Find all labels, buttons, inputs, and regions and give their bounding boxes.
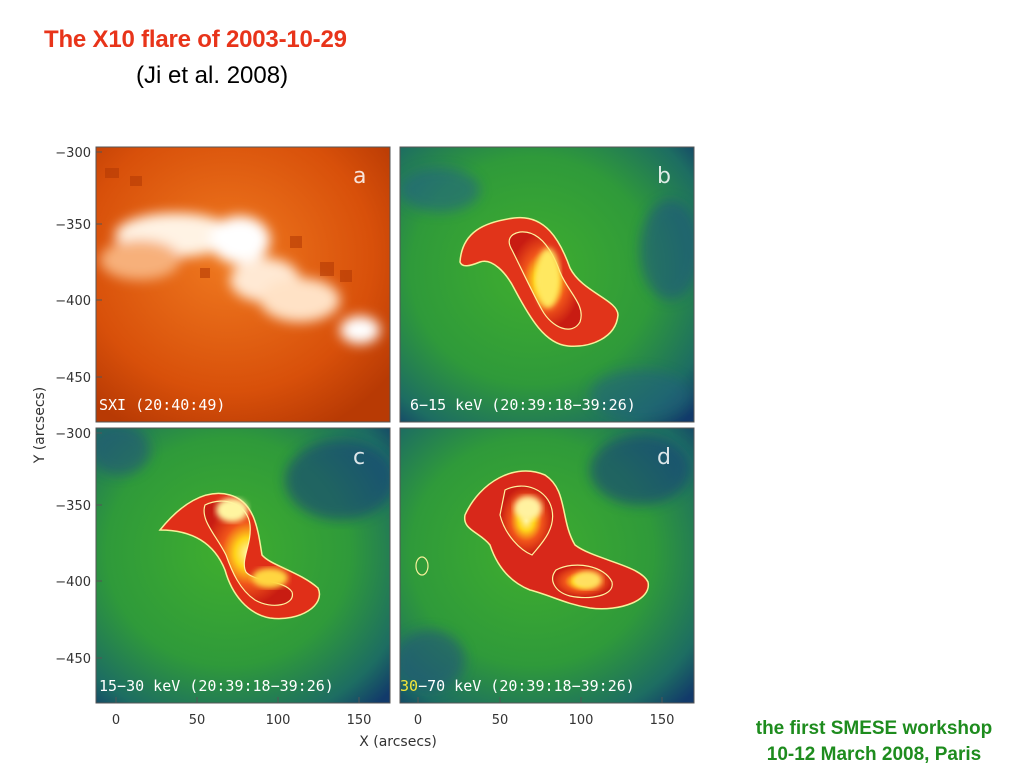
panel-b-caption: 6−15 keV (20:39:18−39:26) [410, 396, 636, 414]
x-tick-label: 150 [347, 713, 372, 728]
x-tick-label: 0 [414, 713, 422, 728]
slide-citation: (Ji et al. 2008) [136, 62, 289, 89]
y-tick-label: −350 [55, 499, 91, 514]
x-tick-label: 50 [492, 713, 509, 728]
y-ticks-top: −300 −350 −400 −450 [55, 146, 91, 386]
x-tick-label: 0 [112, 713, 120, 728]
panel-c-caption: 15−30 keV (20:39:18−39:26) [99, 677, 334, 695]
y-tick-label: −350 [55, 218, 91, 233]
panel-c: c 15−30 keV (20:39:18−39:26) [96, 428, 390, 703]
panel-d-caption-rest: −70 keV (20:39:18−39:26) [418, 677, 635, 695]
slide-title: The X10 flare of 2003-10-29 [44, 26, 347, 53]
y-ticks-bottom: −300 −350 −400 −450 [55, 427, 91, 667]
footer-date-location: 10-12 March 2008, Paris [766, 744, 982, 765]
panel-d-caption: 30−70 keV (20:39:18−39:26) [400, 677, 635, 695]
x-axis-title: X (arcsecs) [359, 734, 437, 750]
tick-marks [96, 151, 663, 703]
y-tick-label: −300 [55, 427, 91, 442]
panel-a: a SXI (20:40:49) [96, 147, 390, 422]
x-tick-label: 100 [569, 713, 594, 728]
panel-d: d 30−70 keV (20:39:18−39:26) [400, 428, 694, 703]
panel-a-letter: a [353, 164, 366, 189]
x-tick-label: 150 [650, 713, 675, 728]
panel-frames [95, 146, 695, 704]
x-ticks-left: 0 50 100 150 [112, 713, 372, 728]
x-tick-label: 50 [189, 713, 206, 728]
panel-a-caption: SXI (20:40:49) [99, 396, 225, 414]
footer-workshop-name: the first SMESE workshop [755, 718, 993, 739]
x-ticks-right: 0 50 100 150 [414, 713, 675, 728]
panel-b: b 6−15 keV (20:39:18−39:26) [400, 147, 694, 422]
workshop-footer: the first SMESE workshop 10-12 March 200… [724, 716, 1024, 768]
panel-b-letter: b [657, 164, 671, 189]
y-tick-label: −400 [55, 294, 91, 309]
panel-c-letter: c [353, 445, 365, 470]
panel-d-letter: d [657, 445, 671, 470]
y-tick-label: −300 [55, 146, 91, 161]
y-axis-title: Y (arcsecs) [32, 387, 48, 465]
y-tick-label: −450 [55, 652, 91, 667]
x-tick-label: 100 [266, 713, 291, 728]
y-tick-label: −450 [55, 371, 91, 386]
y-tick-label: −400 [55, 575, 91, 590]
